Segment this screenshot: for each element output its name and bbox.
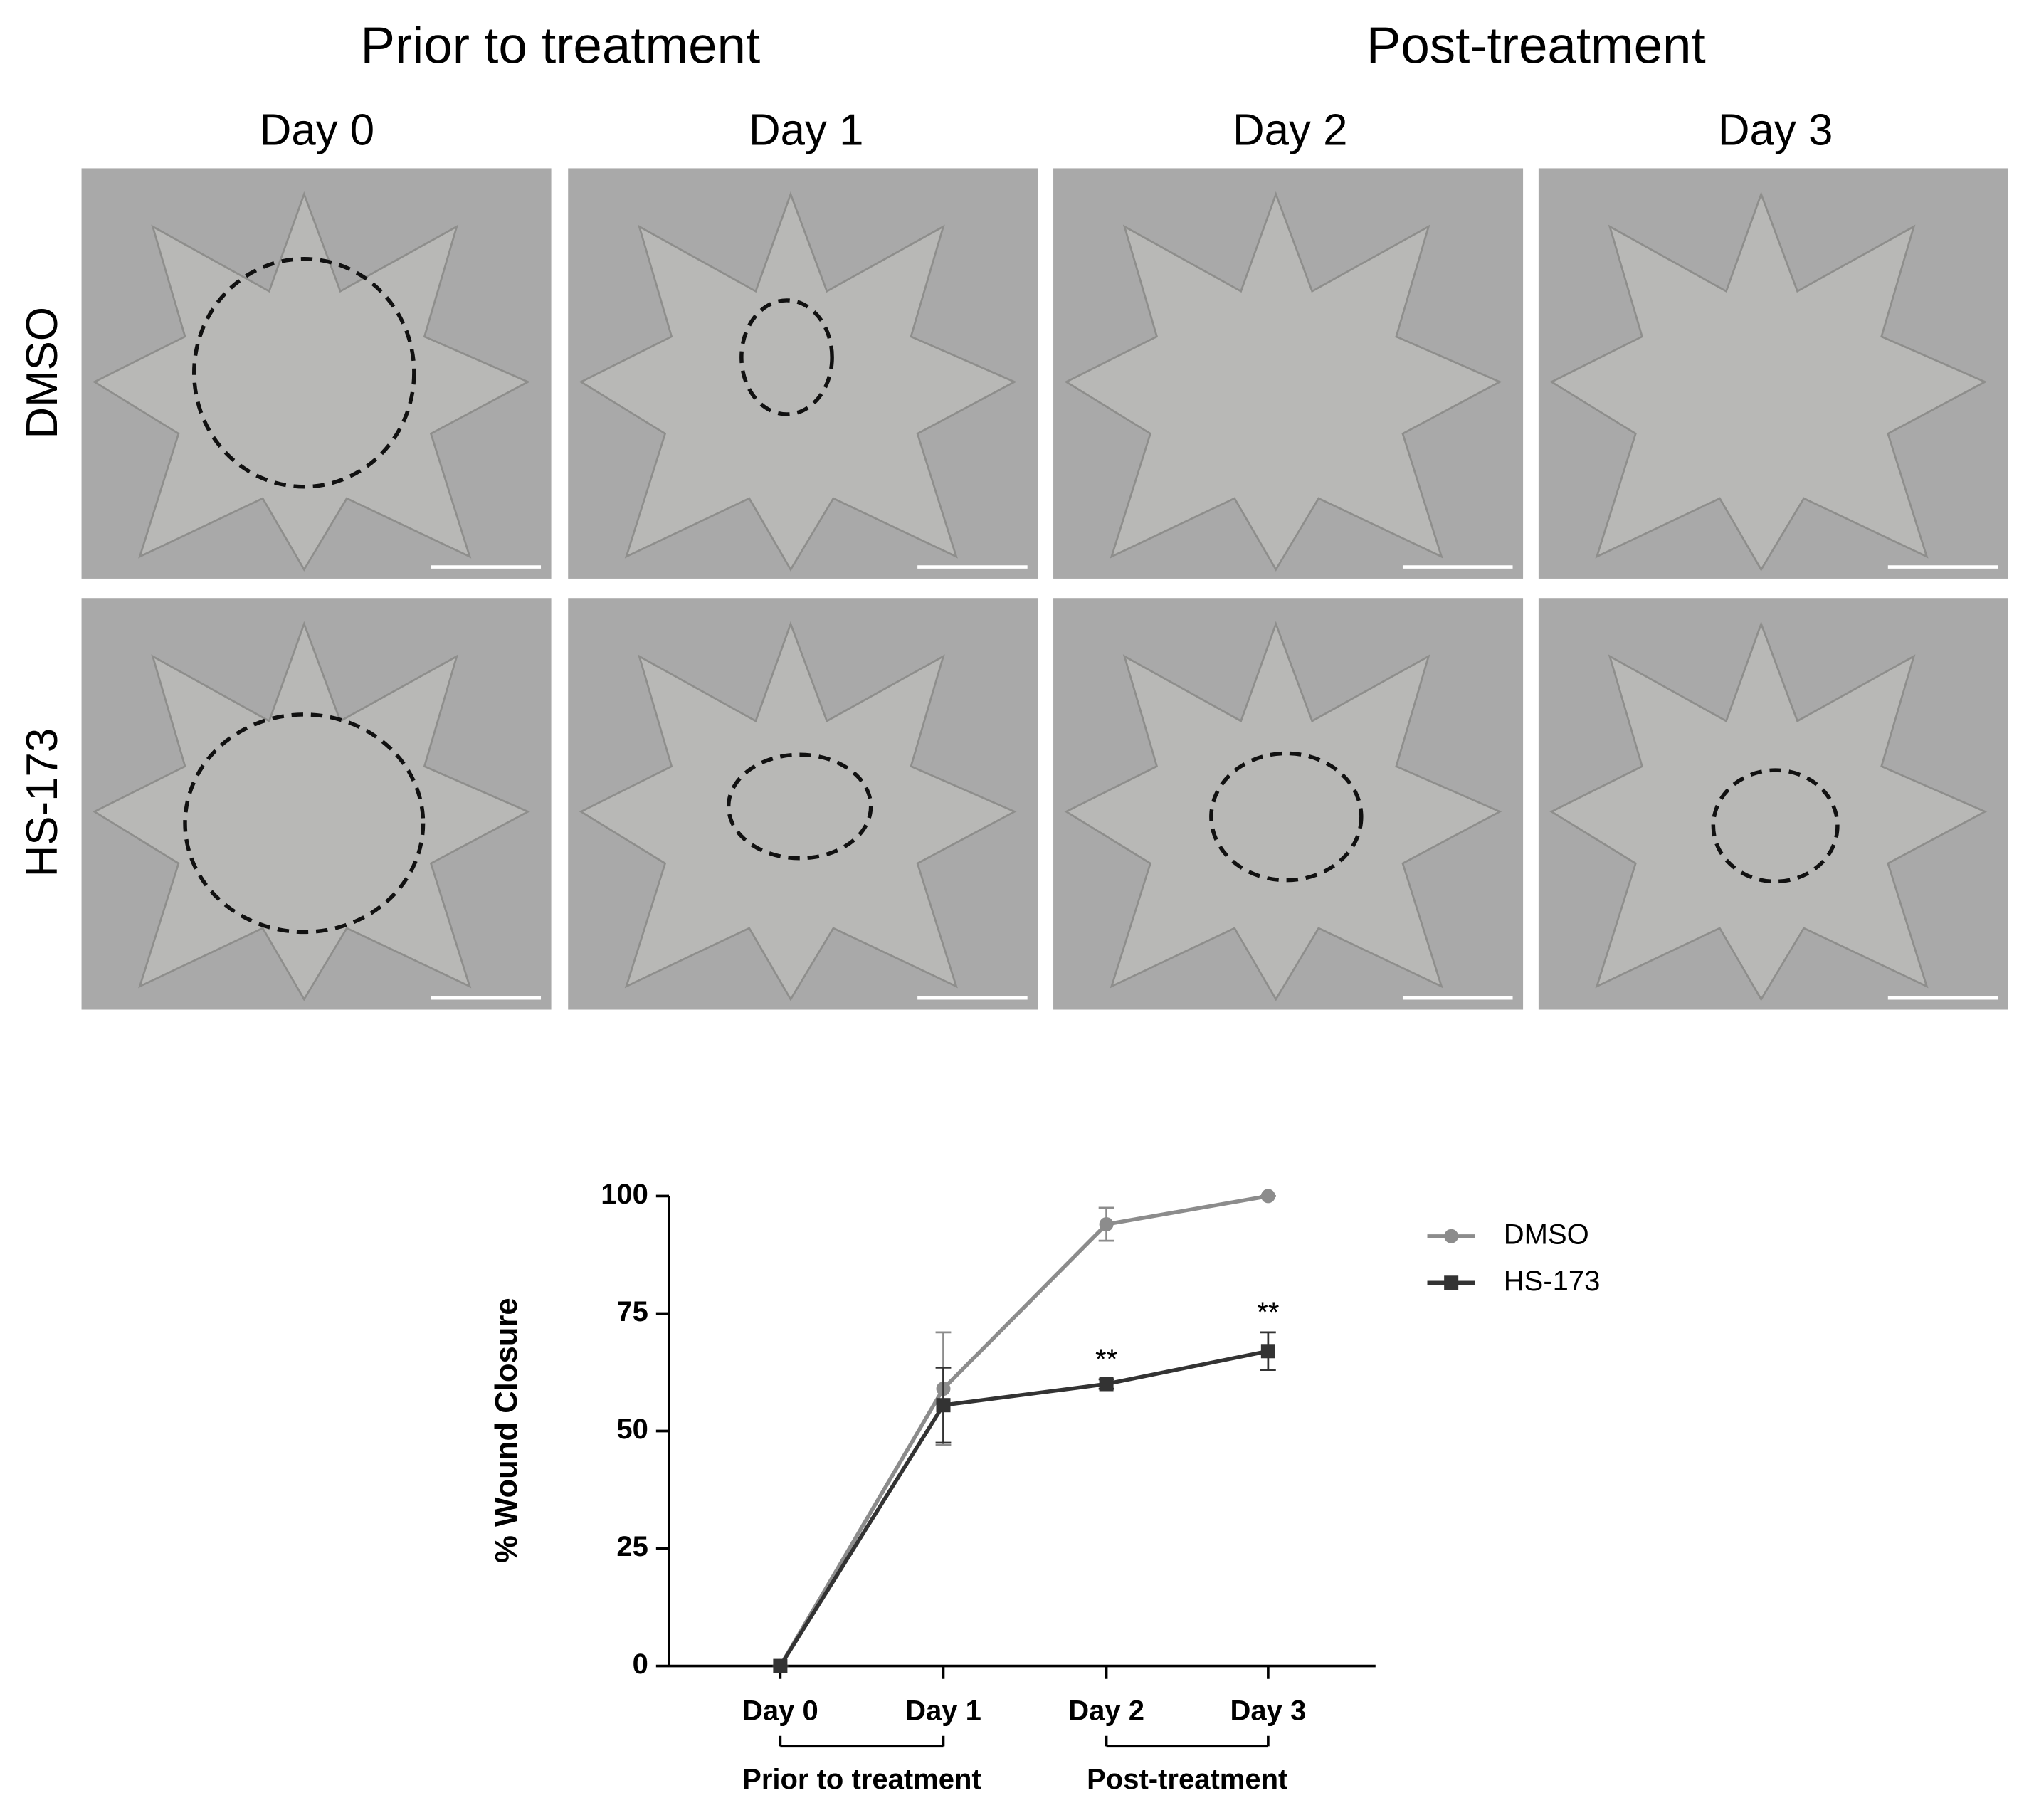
x-tick-label: Day 2	[1068, 1695, 1144, 1727]
y-tick-label: 0	[633, 1648, 648, 1680]
micrograph	[1053, 168, 1524, 579]
point	[1099, 1377, 1114, 1392]
day-label: Day 0	[260, 106, 374, 155]
legend-marker	[1444, 1275, 1459, 1290]
annotation: **	[1257, 1297, 1279, 1328]
x-tick-label: Day 0	[742, 1695, 818, 1727]
y-tick-label: 75	[616, 1296, 648, 1327]
group-label: Prior to treatment	[360, 16, 760, 74]
group-label: Post-treatment	[1087, 1764, 1287, 1795]
day-label: Day 2	[1233, 106, 1347, 155]
series-line	[779, 1194, 1269, 1667]
micrograph	[1538, 168, 2008, 579]
micrograph	[81, 168, 552, 579]
legend-label: DMSO	[1504, 1219, 1589, 1250]
micrograph	[1538, 598, 2008, 1010]
row-label: DMSO	[18, 307, 67, 438]
y-tick-label: 50	[616, 1414, 648, 1445]
point	[773, 1658, 788, 1673]
row-label: HS-173	[18, 728, 67, 878]
micrograph	[81, 598, 552, 1010]
annotation: **	[1095, 1344, 1117, 1375]
y-axis-title: % Wound Closure	[489, 1298, 524, 1562]
day-label: Day 3	[1718, 106, 1833, 155]
group-label: Post-treatment	[1366, 16, 1706, 74]
micrograph	[568, 168, 1038, 579]
point	[1260, 1189, 1275, 1204]
series-line	[779, 1349, 1269, 1668]
point	[1260, 1344, 1275, 1359]
point	[936, 1398, 951, 1413]
y-tick-label: 100	[601, 1179, 648, 1210]
day-label: Day 1	[749, 106, 863, 155]
legend-marker	[1444, 1229, 1459, 1243]
legend-label: HS-173	[1504, 1266, 1601, 1297]
x-tick-label: Day 1	[905, 1695, 981, 1727]
point	[1099, 1217, 1114, 1232]
x-tick-label: Day 3	[1230, 1695, 1307, 1727]
micrograph	[1053, 598, 1524, 1010]
group-label: Prior to treatment	[742, 1764, 981, 1795]
y-tick-label: 25	[616, 1531, 648, 1562]
micrograph	[568, 598, 1038, 1010]
